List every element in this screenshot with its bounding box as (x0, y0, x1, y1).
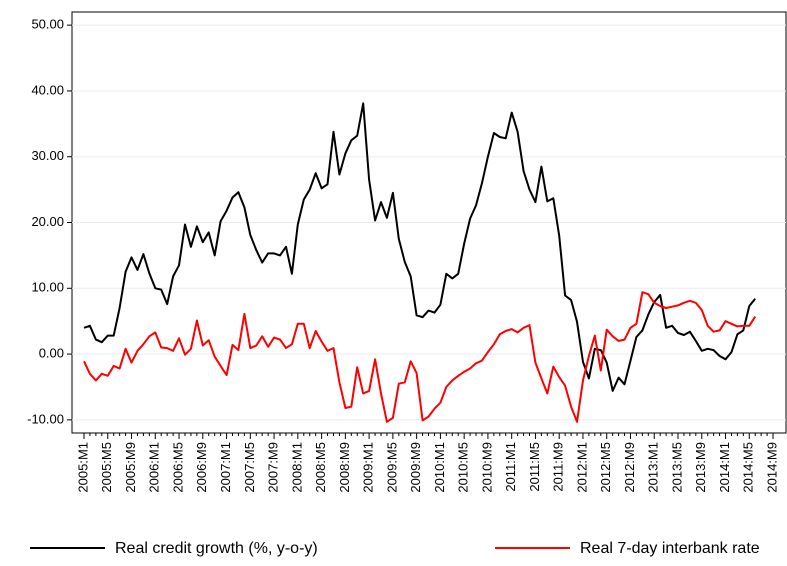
x-tick-label: 2007:M9 (266, 442, 281, 493)
x-tick-label: 2008:M9 (337, 442, 352, 493)
x-tick-label: 2012:M1 (574, 442, 589, 493)
x-tick-label: 2007:M1 (218, 442, 233, 493)
x-tick-label: 2011:M1 (503, 442, 518, 492)
x-tick-label: 2008:M1 (289, 442, 304, 493)
legend-label: Real credit growth (%, y-o-y) (115, 540, 318, 557)
x-tick-label: 2011:M9 (551, 442, 566, 492)
x-tick-label: 2010:M9 (479, 442, 494, 493)
x-tick-label: 2014:M1 (717, 442, 732, 493)
y-tick-label: 20.00 (31, 214, 64, 229)
y-tick-label: -10.00 (27, 411, 64, 426)
y-tick-label: 40.00 (31, 82, 64, 97)
series-line (83, 291, 757, 423)
legend-label: Real 7-day interbank rate (580, 540, 760, 557)
x-tick-label: 2013:M9 (693, 442, 708, 493)
y-tick-label: 50.00 (31, 17, 64, 32)
x-tick-label: 2009:M1 (361, 442, 376, 493)
x-tick-label: 2005:M1 (75, 442, 90, 493)
x-tick-label: 2013:M1 (646, 442, 661, 493)
x-tick-label: 2010:M5 (456, 442, 471, 493)
y-tick-label: 0.00 (39, 346, 64, 361)
x-tick-label: 2011:M5 (527, 442, 542, 492)
x-tick-label: 2014:M5 (741, 442, 756, 493)
x-tick-label: 2009:M9 (408, 442, 423, 493)
x-tick-label: 2012:M9 (622, 442, 637, 493)
x-tick-label: 2007:M5 (242, 442, 257, 493)
x-tick-label: 2005:M5 (99, 442, 114, 493)
x-tick-label: 2006:M5 (170, 442, 185, 493)
x-tick-label: 2012:M5 (598, 442, 613, 493)
series-line (83, 102, 756, 392)
y-tick-label: 30.00 (31, 148, 64, 163)
y-tick-label: 10.00 (31, 280, 64, 295)
x-tick-label: 2013:M5 (669, 442, 684, 493)
x-tick-label: 2014:M9 (764, 442, 779, 493)
x-tick-label: 2010:M1 (432, 442, 447, 493)
x-tick-label: 2005:M9 (123, 442, 138, 493)
x-tick-label: 2009:M5 (384, 442, 399, 493)
x-tick-label: 2006:M1 (147, 442, 162, 493)
x-tick-label: 2008:M5 (313, 442, 328, 493)
x-tick-label: 2006:M9 (194, 442, 209, 493)
